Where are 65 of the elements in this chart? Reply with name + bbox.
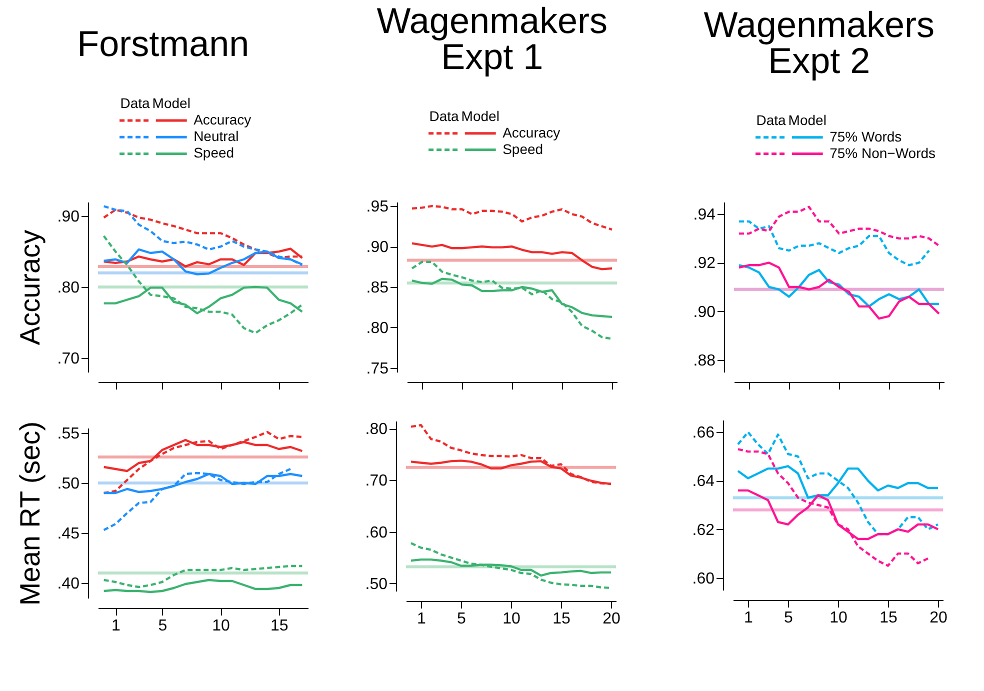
y-tick-label: .45 <box>57 526 80 542</box>
x-tick-label: 10 <box>502 610 520 628</box>
chart-title: Wagenmakers Expt 2 <box>703 4 934 81</box>
y-tick-label: .60 <box>364 524 388 542</box>
y-tick-label: .70 <box>57 350 80 368</box>
y-tick-label: .90 <box>366 239 388 256</box>
x-tick-label: 15 <box>879 610 897 626</box>
line-series <box>102 564 304 588</box>
y-tick-label: .85 <box>366 280 388 296</box>
x-tick-label: 5 <box>456 610 466 628</box>
x-tick-label: 15 <box>552 610 570 628</box>
x-tick-label: 1 <box>112 618 121 634</box>
legend-title: Data Model <box>428 108 499 124</box>
y-tick-label: .92 <box>692 255 716 272</box>
y-tick-label: .94 <box>692 206 716 224</box>
line-series <box>410 242 613 270</box>
x-tick-label: 20 <box>929 610 947 626</box>
legend-label: 75% Non−Words <box>829 144 936 161</box>
y-tick-label: .90 <box>57 208 80 226</box>
x-tick-label: 10 <box>829 610 847 626</box>
x-tick-label: 5 <box>784 610 793 626</box>
legend-title: Data Model <box>756 112 826 128</box>
y-tick-label: .70 <box>364 472 388 490</box>
y-tick-label: .64 <box>692 473 714 490</box>
y-tick-label: .66 <box>692 424 714 442</box>
legend-label: Speed <box>502 140 543 157</box>
y-tick-label: .62 <box>692 522 714 539</box>
x-tick-label: 5 <box>158 618 168 634</box>
chart-title: Wagenmakers Expt 1 <box>376 0 608 77</box>
y-tick-label: .60 <box>692 570 714 588</box>
y-tick-label: .50 <box>364 576 388 593</box>
chart-title: Forstmann <box>77 23 250 64</box>
legend-label: Accuracy <box>502 124 560 140</box>
line-series <box>102 234 304 334</box>
line-series <box>409 542 612 590</box>
line-series <box>737 264 940 308</box>
line-series <box>737 206 940 247</box>
y-tick-label: .75 <box>366 360 388 378</box>
legend-label: 75% Words <box>829 128 902 144</box>
legend-label: Accuracy <box>194 112 252 128</box>
line-series <box>410 260 613 340</box>
y-tick-label: .80 <box>366 320 388 337</box>
y-tick-label: .50 <box>57 476 80 492</box>
x-tick-label: 20 <box>602 610 620 628</box>
y-tick-label: .80 <box>364 421 388 438</box>
legend-label: Speed <box>194 144 234 161</box>
line-series <box>737 262 940 320</box>
y-tick-label: .55 <box>57 426 80 442</box>
line-series <box>102 430 304 494</box>
line-series <box>102 578 304 594</box>
x-tick-label: 15 <box>270 618 288 634</box>
y-tick-label: .90 <box>692 304 716 321</box>
line-series <box>737 220 930 266</box>
y-tick-label: .80 <box>57 280 80 296</box>
y-axis-title: Accuracy <box>14 230 46 346</box>
x-tick-label: 1 <box>744 610 753 626</box>
x-tick-label: 1 <box>416 610 426 628</box>
y-tick-label: .95 <box>366 198 388 216</box>
y-tick-label: .88 <box>692 352 716 370</box>
y-axis-title: Mean RT (sec) <box>14 421 46 606</box>
legend-title: Data Model <box>120 94 190 111</box>
x-tick-label: 10 <box>212 618 230 634</box>
y-tick-label: .40 <box>57 576 80 592</box>
line-series <box>410 204 613 231</box>
legend-label: Neutral <box>194 128 239 144</box>
